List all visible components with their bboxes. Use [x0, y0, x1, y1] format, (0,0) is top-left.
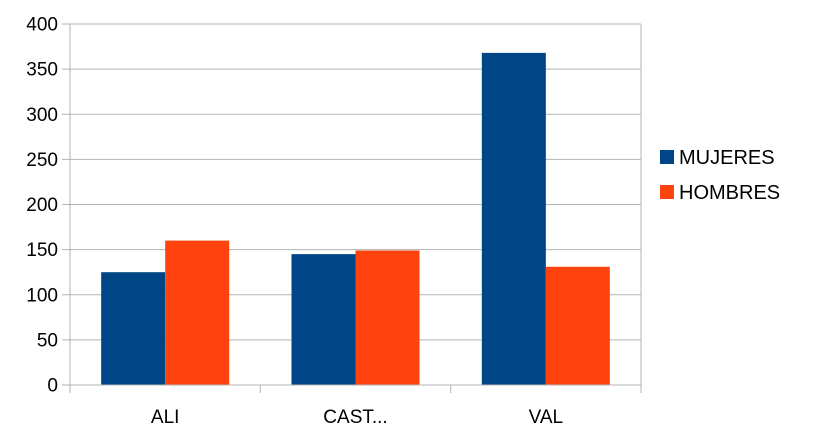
legend-label-hombres: HOMBRES	[679, 182, 780, 204]
x-tick-label: VAL	[529, 407, 564, 425]
legend: MUJERES HOMBRES	[660, 147, 780, 204]
y-tick-label: 400	[26, 15, 58, 36]
bar-hombres-2	[355, 250, 420, 385]
bar-mujeres-1	[101, 272, 166, 385]
x-tick-label: ALI	[151, 407, 180, 425]
x-tick-label: CAST...	[323, 407, 387, 425]
y-tick-label: 50	[37, 330, 58, 351]
y-tick-label: 250	[26, 150, 58, 171]
bar-hombres-3	[545, 266, 610, 385]
bar-hombres-1	[165, 240, 230, 385]
y-tick-label: 100	[26, 285, 58, 306]
y-tick-label: 150	[26, 240, 58, 261]
legend-swatch-mujeres	[660, 150, 674, 164]
bar-mujeres-3	[481, 52, 546, 385]
y-tick-label: 200	[26, 195, 58, 216]
y-tick-label: 350	[26, 60, 58, 81]
bars	[101, 52, 610, 385]
axes: 0 50 100 150 200 250 300 350 400 ALI CAST... VAL	[26, 15, 642, 428]
y-tick-label: 0	[47, 376, 58, 397]
y-tick-label: 300	[26, 105, 58, 126]
bar-mujeres-2	[291, 254, 356, 385]
legend-swatch-hombres	[660, 185, 674, 199]
legend-label-mujeres: MUJERES	[679, 147, 775, 169]
